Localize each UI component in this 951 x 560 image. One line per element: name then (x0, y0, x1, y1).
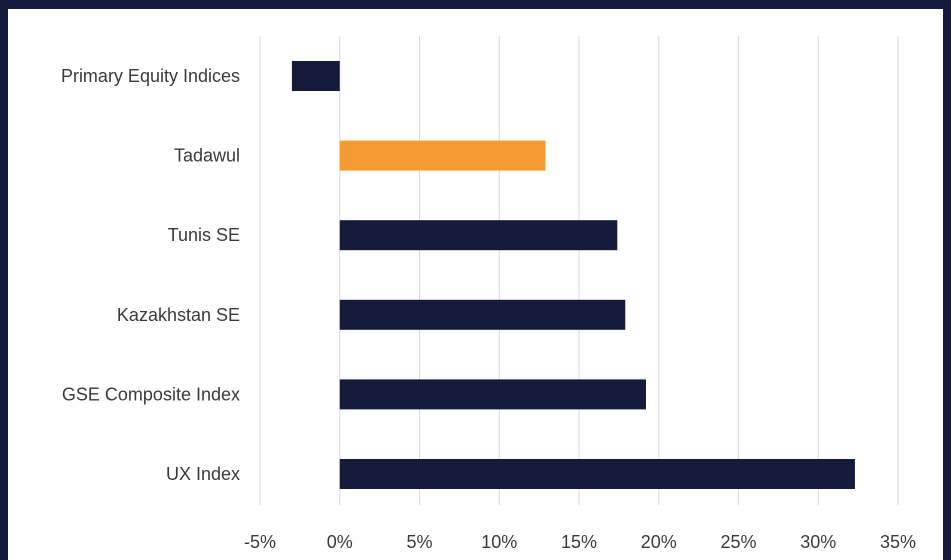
x-tick-label-3: 10% (481, 532, 517, 552)
frame-top-band (0, 0, 951, 9)
category-label-ux-index: UX Index (166, 464, 240, 484)
bars (291, 61, 855, 489)
x-tick-label-5: 20% (641, 532, 677, 552)
category-label-tunis-se: Tunis SE (168, 225, 240, 245)
bar-ux-index (339, 459, 855, 489)
category-label-gse-composite-index: GSE Composite Index (62, 384, 240, 404)
category-label-tadawul: Tadawul (174, 146, 240, 166)
bar-gse-composite-index (339, 379, 646, 410)
gridlines (259, 36, 899, 505)
category-label-primary-equity-indices: Primary Equity Indices (61, 66, 240, 86)
bar-kazakhstan-se (339, 299, 626, 330)
x-tick-label-4: 15% (561, 532, 597, 552)
x-tick-labels: -5% 0% 5% 10% 15% 20% 25% 30% 35% (244, 532, 916, 552)
bar-primary-equity-indices (291, 61, 340, 91)
x-tick-label-8: 35% (880, 532, 916, 552)
x-tick-label-2: 5% (406, 532, 432, 552)
bar-tadawul (339, 140, 546, 171)
category-label-kazakhstan-se: Kazakhstan SE (117, 305, 240, 325)
x-tick-label-1: 0% (327, 532, 353, 552)
bar-tunis-se (339, 220, 618, 251)
category-labels: Primary Equity Indices Tadawul Tunis SE Kaz… (61, 66, 240, 484)
frame-right-border (943, 0, 951, 560)
x-tick-label-7: 30% (800, 532, 836, 552)
frame-left-border (0, 0, 8, 560)
x-tick-label-6: 25% (720, 532, 756, 552)
x-tick-label-0: -5% (244, 532, 276, 552)
